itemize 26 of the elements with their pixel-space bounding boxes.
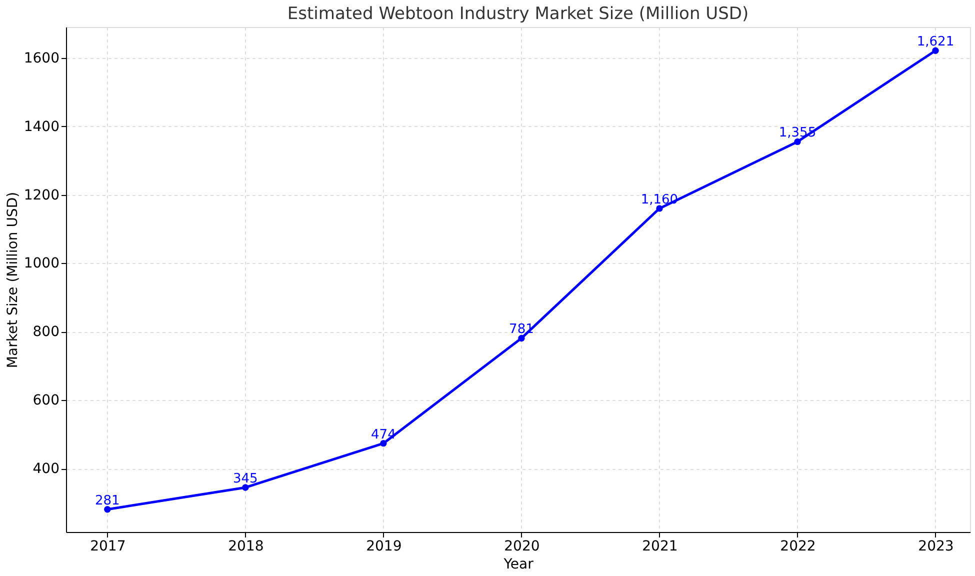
point [380, 440, 387, 447]
y-axis-title: Market Size (Million USD) [4, 192, 21, 368]
point [242, 484, 249, 491]
data-label: 1,621 [916, 34, 954, 50]
data-label: 345 [233, 471, 258, 486]
x-axis-title: Year [502, 556, 534, 572]
point [656, 205, 663, 212]
x-tick-label: 2020 [504, 538, 540, 554]
x-tick-label: 2022 [780, 538, 816, 554]
x-tick-label: 2019 [366, 538, 402, 554]
x-tick-label: 2018 [228, 538, 264, 554]
y-tick-label: 800 [32, 324, 60, 340]
y-tick-label: 1600 [24, 50, 60, 66]
y-tick-label: 1400 [24, 118, 60, 135]
y-tick-label: 400 [32, 461, 60, 478]
x-tick-label: 2023 [918, 538, 954, 554]
point [932, 47, 939, 54]
y-tick-label: 1200 [24, 187, 60, 204]
data-label: 1,160 [640, 192, 678, 208]
x-tick-label: 2017 [90, 538, 126, 554]
point [104, 506, 111, 513]
y-tick-label: 600 [32, 392, 60, 409]
data-label: 281 [94, 493, 120, 508]
y-tick-label: 1000 [24, 256, 60, 272]
chart-title: Estimated Webtoon Industry Market Size (Million USD) [287, 4, 749, 24]
x-tick-label: 2021 [642, 538, 678, 554]
